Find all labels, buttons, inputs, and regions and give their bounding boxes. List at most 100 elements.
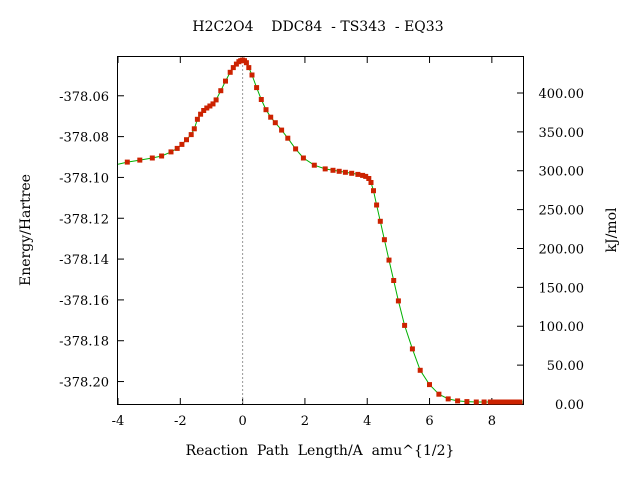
data-point [445, 396, 451, 402]
data-point [517, 399, 523, 405]
data-point [210, 101, 216, 107]
data-point [268, 114, 274, 120]
data-point [366, 176, 372, 181]
data-point [501, 399, 507, 405]
y2-tick-label: 200.00 [539, 242, 585, 257]
data-point [249, 72, 255, 78]
y2-axis-label: kJ/mol [604, 207, 620, 253]
plot-frame [117, 56, 524, 405]
x-tick-label: -4 [112, 414, 125, 429]
data-point [363, 173, 369, 179]
data-point [168, 149, 174, 155]
y-tick-label: -378.16 [59, 294, 109, 309]
data-point [371, 188, 376, 194]
series-line [117, 59, 523, 403]
x-tick-label: 0 [238, 414, 246, 429]
x-tick-label: 2 [301, 414, 309, 429]
data-point [174, 145, 180, 151]
data-point [409, 346, 415, 352]
data-point [355, 171, 361, 177]
data-point [374, 202, 380, 208]
data-point [508, 399, 513, 405]
data-point [481, 399, 487, 405]
data-point [293, 146, 299, 152]
x-tick-label: 8 [488, 414, 496, 429]
data-point [263, 107, 269, 113]
data-point [201, 108, 207, 113]
data-point [417, 367, 423, 373]
data-point [285, 135, 291, 141]
data-point [204, 105, 210, 111]
data-point [498, 399, 504, 405]
data-point [349, 170, 355, 176]
y2-tick-label: 0.00 [555, 398, 584, 413]
data-point [386, 257, 392, 263]
data-point [191, 126, 197, 132]
y-tick-label: -378.18 [59, 335, 109, 350]
data-point [198, 111, 204, 117]
data-point [342, 169, 348, 175]
data-point [381, 237, 387, 243]
data-point [436, 391, 442, 397]
y2-tick-label: 100.00 [539, 320, 585, 335]
x-tick-label: -2 [174, 414, 187, 429]
y2-tick-label: 150.00 [539, 281, 585, 296]
data-point [194, 116, 200, 122]
x-axis-label: Reaction Path Length/A amu^{1/2} [186, 443, 455, 459]
y-axis-right: 400.00 350.00 300.00 250.00 200.00 150.00 100.… [517, 87, 584, 413]
data-point [492, 399, 498, 405]
data-point [258, 97, 264, 102]
data-point [218, 88, 224, 94]
x-tick-label: 4 [363, 414, 371, 429]
y-tick-label: -378.06 [59, 90, 109, 105]
y-tick-label: -378.08 [59, 131, 109, 146]
data-point [137, 157, 143, 163]
data-point [272, 120, 278, 126]
data-point [124, 159, 130, 165]
data-point [149, 155, 155, 161]
data-point [391, 278, 397, 283]
y2-tick-label: 300.00 [539, 165, 585, 180]
data-point [455, 398, 461, 404]
data-point [464, 399, 470, 405]
data-point [254, 85, 260, 91]
x-tick-label: 6 [425, 414, 433, 429]
data-point [427, 382, 432, 388]
data-point [300, 155, 306, 161]
data-point [336, 168, 342, 174]
data-point [395, 298, 401, 304]
y-tick-label: -378.12 [59, 212, 109, 227]
data-point [159, 153, 165, 159]
x-axis: -4 -2 0 2 4 6 8 [112, 57, 496, 429]
data-point [330, 167, 336, 173]
y-tick-label: -378.14 [59, 253, 109, 268]
y-axis-label: Energy/Hartree [18, 174, 34, 286]
data-point [230, 65, 236, 71]
data-point [511, 399, 517, 405]
data-point [243, 60, 249, 66]
data-point [360, 172, 366, 178]
data-point [495, 399, 501, 405]
y2-tick-label: 50.00 [547, 359, 584, 374]
data-point [322, 166, 328, 172]
y-tick-label: -378.10 [59, 171, 109, 186]
data-point [188, 132, 194, 138]
data-point [504, 399, 510, 405]
y2-tick-label: 350.00 [539, 126, 585, 141]
data-point [377, 218, 383, 224]
data-point [213, 97, 219, 103]
data-point [207, 103, 213, 109]
data-point [514, 399, 520, 405]
y-tick-label: -378.20 [59, 376, 109, 391]
data-point [227, 69, 233, 75]
y2-tick-label: 250.00 [539, 204, 585, 219]
chart-title: H2C2O4 DDC84 - TS343 - EQ33 [192, 19, 443, 35]
y-axis-left: -378.06 -378.08 -378.10 -378.12 -378.14 -378.… [59, 90, 124, 391]
data-point [246, 65, 252, 71]
data-point [311, 162, 317, 168]
y2-tick-label: 400.00 [539, 87, 585, 102]
data-point [473, 399, 479, 405]
data-point [179, 141, 185, 147]
